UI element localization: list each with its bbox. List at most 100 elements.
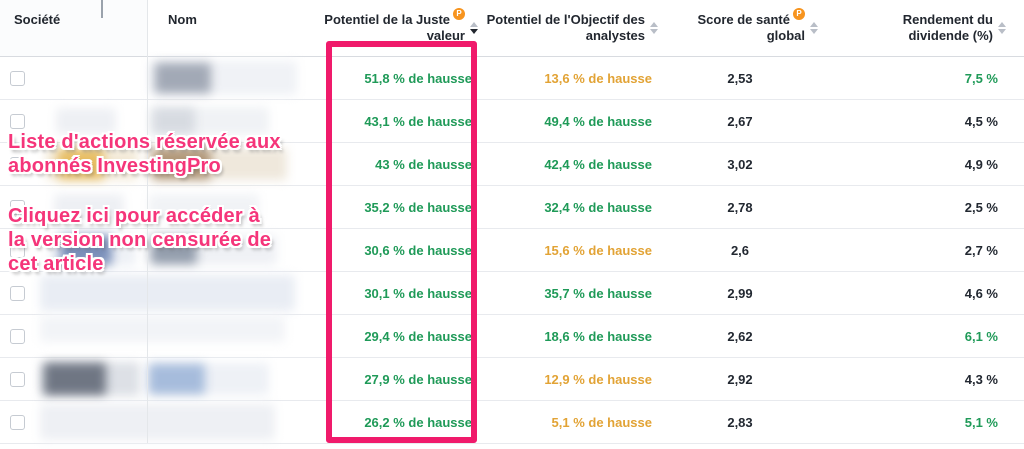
- column-header-dividend-yield[interactable]: Rendement du dividende (%): [820, 0, 1024, 56]
- table-row: 27,9 % de hausse 12,9 % de hausse 2,92 4,3 …: [0, 358, 1024, 401]
- dividend-yield-cell: 4,9 %: [964, 156, 998, 172]
- analyst-target-cell: 18,6 % de hausse: [544, 328, 652, 344]
- column-header-label: Potentiel de la Juste P valeur: [324, 8, 465, 43]
- row-select-cell: [0, 315, 40, 357]
- column-header-societe[interactable]: Société: [0, 0, 147, 56]
- health-score-cell: 2,67: [727, 113, 753, 129]
- health-score-cell: 2,62: [727, 328, 753, 344]
- table-row: 30,6 % de hausse 15,6 % de hausse 2,6 2,7 %: [0, 229, 1024, 272]
- health-score-cell: 3,02: [727, 156, 753, 172]
- censored-company-symbol: [40, 272, 147, 314]
- censored-company-symbol: [40, 315, 147, 357]
- health-score-cell: 2,78: [727, 199, 753, 215]
- fair-value-cell: 29,4 % de hausse: [364, 328, 472, 344]
- analyst-target-cell: 12,9 % de hausse: [544, 371, 652, 387]
- dividend-yield-cell: 2,5 %: [964, 199, 998, 215]
- fair-value-cell: 30,6 % de hausse: [364, 242, 472, 258]
- table-row: 51,8 % de hausse 13,6 % de hausse 2,53 7,5 …: [0, 57, 1024, 100]
- dividend-yield-cell: 4,6 %: [964, 285, 998, 301]
- sort-up-arrow-icon: [650, 22, 658, 27]
- dividend-yield-cell: 5,1 %: [964, 414, 998, 430]
- row-select-cell: [0, 143, 40, 185]
- row-checkbox[interactable]: [10, 70, 25, 86]
- sort-up-arrow-icon: [810, 22, 818, 27]
- analyst-target-cell: 13,6 % de hausse: [544, 70, 652, 86]
- row-checkbox[interactable]: [10, 199, 25, 215]
- column-header-analyst-target[interactable]: Potentiel de l'Objectif des analystes: [480, 0, 660, 56]
- sort-icon[interactable]: [810, 22, 818, 34]
- health-score-cell: 2,83: [727, 414, 753, 430]
- table-header-row: Société Nom Potentiel de la Juste P valeu…: [0, 0, 1024, 57]
- row-select-cell: [0, 401, 40, 443]
- column-header-health-score[interactable]: Score de santé P global: [660, 0, 820, 56]
- health-score-cell: 2,99: [727, 285, 753, 301]
- sort-icon[interactable]: [998, 22, 1006, 34]
- health-score-cell: 2,92: [727, 371, 753, 387]
- dividend-yield-cell: 4,5 %: [964, 113, 998, 129]
- sort-icon[interactable]: [650, 22, 658, 34]
- frozen-column-divider: [147, 0, 148, 443]
- table-row: 43,1 % de hausse 49,4 % de hausse 2,67 4,5 …: [0, 100, 1024, 143]
- row-select-cell: [0, 186, 40, 228]
- row-checkbox[interactable]: [10, 285, 25, 301]
- censored-company-name: [147, 315, 300, 357]
- analyst-target-cell: 32,4 % de hausse: [544, 199, 652, 215]
- row-select-cell: [0, 358, 40, 400]
- dividend-yield-cell: 4,3 %: [964, 371, 998, 387]
- pro-badge-icon: P: [453, 8, 465, 20]
- table-row: 26,2 % de hausse 5,1 % de hausse 2,83 5,1 %: [0, 401, 1024, 444]
- censored-company-name: [147, 358, 300, 400]
- fair-value-cell: 43 % de hausse: [375, 156, 472, 172]
- analyst-target-cell: 5,1 % de hausse: [551, 414, 652, 430]
- column-header-label: Potentiel de l'Objectif des analystes: [486, 12, 645, 43]
- subscriber-notice-text: Liste d'actions réservée aux abonnés Inv…: [8, 131, 281, 177]
- sort-icon[interactable]: [470, 22, 478, 34]
- column-header-label: Société: [14, 12, 61, 27]
- censored-company-symbol: [40, 401, 147, 443]
- row-select-cell: [0, 229, 40, 271]
- sort-down-arrow-icon: [810, 29, 818, 34]
- table-row: 43 % de hausse 42,4 % de hausse 3,02 4,9 %: [0, 143, 1024, 186]
- row-select-cell: [0, 272, 40, 314]
- row-select-cell: [0, 100, 40, 142]
- table-row: 29,4 % de hausse 18,6 % de hausse 2,62 6,1 …: [0, 315, 1024, 358]
- column-header-label: Rendement du dividende (%): [902, 12, 993, 43]
- fair-value-cell: 51,8 % de hausse: [364, 70, 472, 86]
- table-row: 30,1 % de hausse 35,7 % de hausse 2,99 4,6 …: [0, 272, 1024, 315]
- censored-company-name: [147, 401, 300, 443]
- column-header-nom[interactable]: Nom: [147, 0, 300, 56]
- fair-value-cell: 35,2 % de hausse: [364, 199, 472, 215]
- column-resize-handle[interactable]: [101, 0, 103, 18]
- sort-down-arrow-icon: [650, 29, 658, 34]
- sort-down-arrow-icon: [998, 29, 1006, 34]
- analyst-target-cell: 42,4 % de hausse: [544, 156, 652, 172]
- fair-value-cell: 43,1 % de hausse: [364, 113, 472, 129]
- column-header-fair-value[interactable]: Potentiel de la Juste P valeur: [300, 0, 480, 56]
- fair-value-cell: 27,9 % de hausse: [364, 371, 472, 387]
- dividend-yield-cell: 7,5 %: [964, 70, 998, 86]
- dividend-yield-cell: 2,7 %: [964, 242, 998, 258]
- analyst-target-cell: 49,4 % de hausse: [544, 113, 652, 129]
- uncensored-article-link-anchor[interactable]: Cliquez ici pour accéder à la version no…: [8, 205, 272, 275]
- column-header-label: Score de santé P global: [697, 8, 805, 43]
- row-checkbox[interactable]: [10, 414, 25, 430]
- censored-company-name: [147, 57, 300, 99]
- table-row: 35,2 % de hausse 32,4 % de hausse 2,78 2,5 …: [0, 186, 1024, 229]
- censored-company-symbol: [40, 358, 147, 400]
- censored-company-name: [147, 272, 300, 314]
- health-score-cell: 2,53: [727, 70, 753, 86]
- row-checkbox[interactable]: [10, 156, 25, 172]
- pro-badge-icon: P: [793, 8, 805, 20]
- row-checkbox[interactable]: [10, 113, 25, 129]
- sort-up-arrow-icon: [470, 22, 478, 27]
- row-checkbox[interactable]: [10, 328, 25, 344]
- sort-down-arrow-icon: [470, 29, 478, 34]
- row-checkbox[interactable]: [10, 371, 25, 387]
- uncensored-article-link[interactable]: Cliquez ici pour accéder à la version no…: [8, 204, 271, 276]
- row-checkbox[interactable]: [10, 242, 25, 258]
- health-score-cell: 2,6: [730, 242, 750, 258]
- fair-value-cell: 30,1 % de hausse: [364, 285, 472, 301]
- censored-company-symbol: [40, 57, 147, 99]
